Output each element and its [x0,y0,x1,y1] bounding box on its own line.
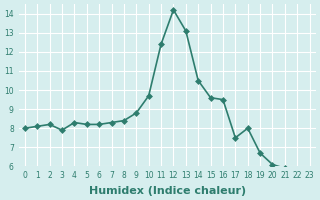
X-axis label: Humidex (Indice chaleur): Humidex (Indice chaleur) [89,186,246,196]
